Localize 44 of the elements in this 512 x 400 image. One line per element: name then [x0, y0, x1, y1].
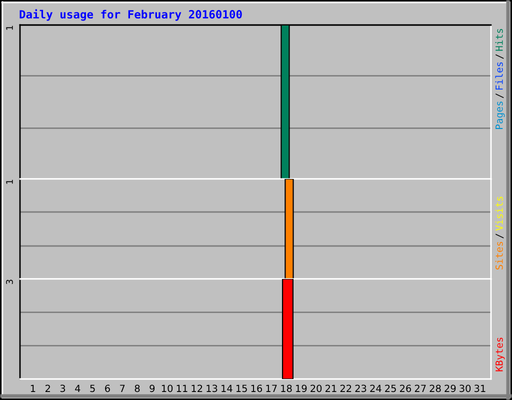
x-tick-label: 6: [105, 384, 110, 392]
x-tick-label: 12: [192, 384, 202, 392]
x-tick-label: 13: [206, 384, 218, 392]
x-tick-label: 2: [45, 384, 50, 392]
x-tick-label: 23: [355, 384, 366, 392]
x-tick-label: 17: [266, 384, 277, 392]
x-tick-label: 11: [176, 384, 188, 392]
x-tick-label: 20: [310, 384, 322, 392]
x-tick-label: 7: [120, 384, 125, 392]
x-tick-label: 5: [90, 384, 95, 392]
x-tick-label: 16: [251, 384, 262, 392]
x-tick-label: 8: [134, 384, 140, 392]
x-tick-label: 10: [162, 384, 173, 392]
x-tick-label: 4: [75, 384, 80, 392]
y-tick-label: 1: [6, 180, 13, 184]
x-tick-label: 3: [60, 384, 66, 392]
text: Sites: [495, 242, 503, 270]
x-tick-label: 15: [236, 384, 247, 392]
legend-label: Pages: [496, 102, 505, 129]
x-tick-label: 22: [340, 384, 352, 392]
y-tick-label: 1: [6, 26, 13, 30]
x-tick-label: 27: [414, 384, 426, 392]
legend-label: Visits: [495, 196, 503, 231]
x-tick-label: 1: [30, 384, 36, 392]
x-tick-label: 25: [385, 384, 396, 392]
x-tick-label: 31: [474, 384, 486, 392]
x-tick-label: 26: [400, 384, 412, 392]
x-tick-label: 14: [222, 384, 232, 392]
x-tick-label: 29: [444, 384, 456, 392]
x-tick-label: 28: [430, 384, 441, 392]
x-tick-label: 24: [370, 384, 382, 392]
legend-label: Files: [495, 62, 503, 90]
x-tick-label: 30: [460, 384, 471, 392]
text: KBytes: [496, 338, 505, 372]
x-tick-label: 21: [325, 384, 336, 392]
chart-title: Daily usage for February 20160100: [20, 9, 242, 21]
text: Hits: [495, 28, 503, 51]
text: /: [496, 54, 504, 59]
x-tick-label: 9: [150, 384, 155, 392]
x-tick-label: 18: [281, 384, 292, 392]
x-tick-label: 19: [296, 384, 307, 392]
text: /: [496, 234, 504, 238]
y-tick-label: 3: [6, 280, 13, 284]
text: /: [496, 93, 504, 98]
